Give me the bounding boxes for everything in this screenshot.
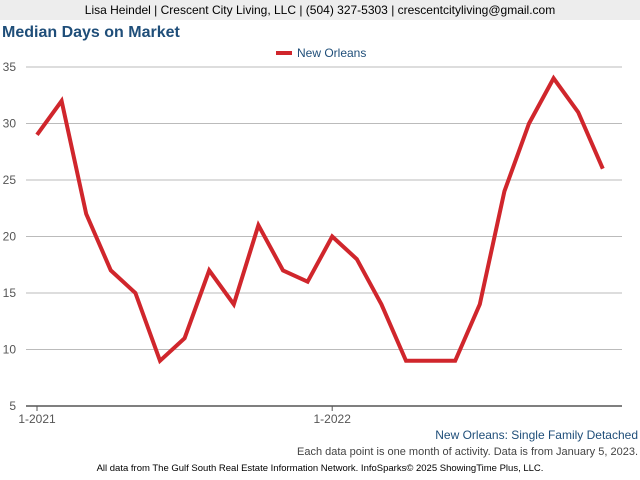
x-tick-label: 1-2021	[18, 412, 56, 426]
data-point	[207, 268, 211, 272]
data-point	[478, 302, 482, 306]
data-point	[232, 302, 236, 306]
data-point	[256, 223, 260, 227]
data-point	[60, 99, 64, 103]
data-point	[158, 359, 162, 363]
data-point	[379, 302, 383, 306]
legend-label: New Orleans	[297, 46, 367, 60]
header-contact-text: Lisa Heindel | Crescent City Living, LLC…	[84, 3, 556, 17]
data-point	[109, 268, 113, 272]
footer-note: Each data point is one month of activity…	[297, 446, 638, 458]
y-tick-label: 5	[9, 399, 16, 413]
legend-swatch	[276, 51, 292, 55]
chart-title: Median Days on Market	[2, 24, 180, 41]
y-tick-label: 35	[3, 60, 17, 74]
y-tick-label: 15	[3, 286, 17, 300]
y-tick-label: 10	[3, 343, 17, 357]
footer-series-label: New Orleans: Single Family Detached	[435, 428, 638, 442]
data-point	[601, 167, 605, 171]
data-point	[502, 189, 506, 193]
data-point	[281, 268, 285, 272]
data-point	[133, 291, 137, 295]
data-point	[453, 359, 457, 363]
header-contact-bar: Lisa Heindel | Crescent City Living, LLC…	[0, 0, 640, 20]
y-tick-label: 25	[3, 173, 17, 187]
data-point	[35, 133, 39, 137]
data-point	[429, 359, 433, 363]
y-tick-label: 30	[3, 117, 17, 131]
y-tick-label: 20	[3, 230, 17, 244]
data-point	[84, 212, 88, 216]
data-point	[527, 122, 531, 126]
data-point	[183, 336, 187, 340]
chart-legend: New Orleans	[276, 46, 366, 60]
data-point	[404, 359, 408, 363]
data-point	[552, 76, 556, 80]
data-point	[330, 235, 334, 239]
data-point	[576, 110, 580, 114]
footer-credit: All data from The Gulf South Real Estate…	[96, 463, 544, 474]
x-tick-label: 1-2022	[314, 412, 352, 426]
data-point	[355, 257, 359, 261]
data-point	[306, 280, 310, 284]
series-line-new-orleans	[35, 74, 605, 365]
